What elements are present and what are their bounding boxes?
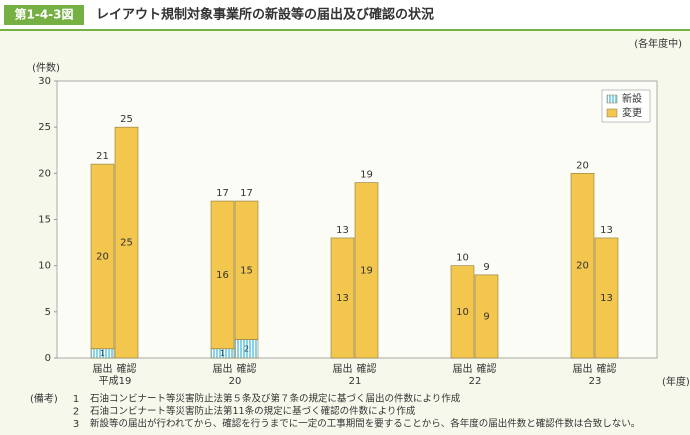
x-tick-label: 確認: [237, 362, 257, 375]
group-label: 20: [229, 376, 242, 387]
bar-segment: [570, 173, 595, 359]
figure-number-box: [4, 5, 84, 25]
y-tick-label: 20: [38, 168, 51, 179]
legend-label: 新設: [622, 92, 642, 105]
y-unit-label: (件数): [32, 61, 60, 74]
header-band: [0, 0, 690, 30]
note-text: 石油コンビナート等災害防止法第11条の規定に基づく確認の件数により作成: [90, 405, 416, 417]
data-label: 25: [120, 238, 133, 249]
bar-segment: [354, 182, 379, 359]
data-label: 2: [244, 344, 249, 353]
x-tick-label: 届出: [93, 362, 113, 375]
x-tick-label: 確認: [477, 362, 497, 375]
x-tick-label: 確認: [597, 362, 617, 375]
y-tick-label: 30: [38, 76, 51, 87]
y-tick-label: 25: [38, 122, 51, 133]
group-label: 平成19: [99, 375, 132, 387]
data-label: 13: [336, 293, 349, 304]
data-label: 13: [600, 293, 613, 304]
total-label: 9: [483, 262, 489, 273]
total-label: 10: [456, 253, 469, 264]
period-note: (各年度中): [634, 37, 682, 50]
data-label: 16: [216, 270, 229, 281]
total-label: 13: [336, 225, 349, 236]
x-tick-label: 確認: [357, 362, 377, 375]
y-tick-label: 5: [45, 307, 51, 318]
x-tick-label: 届出: [453, 362, 473, 375]
data-label: 1: [220, 349, 225, 358]
total-label: 17: [240, 188, 253, 199]
notes: (備考) 1 石油コンビナート等災害防止法第５条及び第７条の規定に基づく届出の件数…: [30, 392, 640, 430]
bar-segment: [474, 274, 499, 359]
total-label: 17: [216, 188, 229, 199]
data-label: 19: [360, 265, 373, 276]
group-label: 21: [349, 376, 362, 387]
note-number: 1: [73, 394, 79, 405]
bar-segment: [114, 126, 139, 359]
bar-segment: [594, 237, 619, 359]
figure-title: レイアウト規制対象事業所の新設等の届出及び確認の状況: [96, 7, 434, 23]
legend-swatch: [606, 94, 618, 104]
data-label: 20: [576, 261, 589, 272]
data-label: 9: [483, 311, 489, 322]
y-tick-label: 10: [38, 261, 51, 272]
group-label: 22: [469, 376, 482, 387]
y-tick-label: 15: [38, 215, 51, 226]
y-tick-label: 0: [45, 353, 51, 364]
bar-segment: [330, 237, 355, 359]
data-label: 20: [96, 251, 109, 262]
data-label: 1: [100, 349, 105, 358]
total-label: 19: [360, 170, 373, 181]
legend-label: 変更: [622, 106, 642, 119]
note-text: 石油コンビナート等災害防止法第５条及び第７条の規定に基づく届出の件数により作成: [90, 393, 461, 405]
data-label: 15: [240, 265, 253, 276]
notes-label: (備考): [30, 392, 58, 405]
bar-segment: [450, 265, 475, 359]
total-label: 13: [600, 225, 613, 236]
group-label: 23: [589, 376, 602, 387]
bar-segment: [234, 200, 259, 340]
x-tick-label: 確認: [117, 362, 137, 375]
x-unit-label: (年度): [662, 375, 690, 388]
note-number: 3: [73, 419, 79, 430]
x-tick-label: 届出: [213, 362, 233, 375]
data-label: 10: [456, 307, 469, 318]
bar-segment: [210, 200, 235, 350]
note-text: 新設等の届出が行われてから、確認を行うまでに一定の工事期間を要することから、各年…: [90, 418, 640, 430]
bar-segment: [90, 163, 115, 350]
x-tick-label: 届出: [573, 362, 593, 375]
figure-number: 第1-4-3図: [14, 7, 73, 22]
total-label: 25: [120, 114, 133, 125]
total-label: 20: [576, 160, 589, 171]
note-number: 2: [73, 407, 79, 418]
x-tick-label: 届出: [333, 362, 353, 375]
legend-swatch: [606, 108, 618, 118]
total-label: 21: [96, 151, 109, 162]
